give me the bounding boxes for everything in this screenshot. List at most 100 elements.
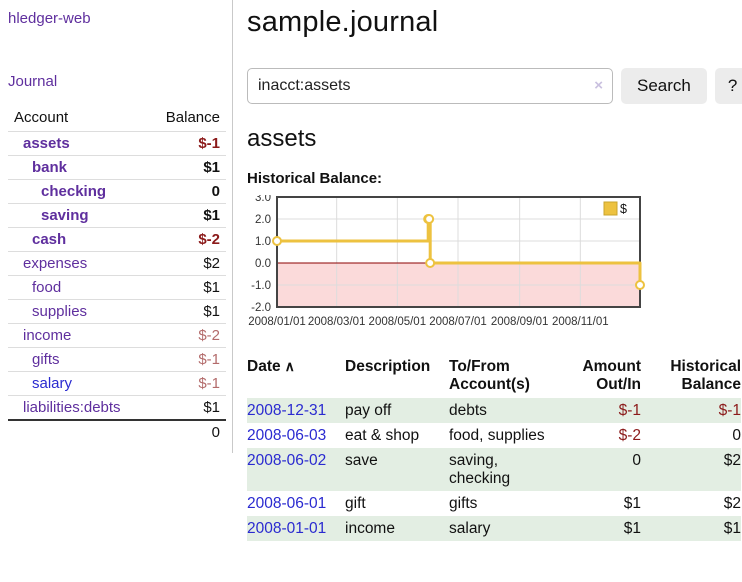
- register-description: income: [345, 520, 395, 537]
- register-balance: $-1: [718, 402, 741, 419]
- account-row: food $1: [8, 275, 226, 299]
- register-header-amount: Amount Out/In: [582, 358, 641, 393]
- account-balance: $1: [203, 399, 220, 416]
- svg-text:2.0: 2.0: [255, 214, 271, 226]
- legend-swatch: [603, 201, 618, 216]
- svg-text:0.0: 0.0: [255, 258, 271, 270]
- data-point-marker: [424, 214, 435, 224]
- account-link[interactable]: cash: [32, 231, 67, 248]
- account-balance: $-1: [198, 351, 220, 368]
- app-window: hledger-web Journal Account Balance asse…: [0, 0, 742, 541]
- clear-search-icon[interactable]: ×: [594, 77, 603, 94]
- account-link[interactable]: supplies: [32, 303, 88, 320]
- register-date-cell: 2008-06-03: [247, 423, 345, 448]
- register-balance: $2: [723, 452, 741, 469]
- register-amount: $1: [623, 520, 641, 537]
- account-balance: $1: [203, 303, 220, 320]
- account-row: cash $-2: [8, 227, 226, 251]
- search-input-wrap: ×: [247, 68, 613, 104]
- register-balance: $2: [723, 495, 741, 512]
- svg-text:-1.0: -1.0: [251, 280, 271, 292]
- help-button[interactable]: ?: [714, 68, 742, 104]
- svg-text:2008/09/01: 2008/09/01: [491, 316, 549, 328]
- app-title-link[interactable]: hledger-web: [8, 10, 91, 27]
- account-row: liabilities:debts $1: [8, 395, 226, 419]
- account-row: income $-2: [8, 323, 226, 347]
- account-row: supplies $1: [8, 299, 226, 323]
- legend-label: $: [620, 202, 627, 216]
- accounts-header-account: Account: [14, 109, 69, 126]
- sort-ascending-icon: ∧: [284, 358, 295, 374]
- account-row: expenses $2: [8, 251, 226, 275]
- register-row: 2008-06-02 save saving, checking 0 $2: [247, 448, 741, 491]
- sidebar: hledger-web Journal Account Balance asse…: [0, 0, 233, 453]
- svg-text:2008/07/01: 2008/07/01: [429, 316, 487, 328]
- account-link[interactable]: bank: [32, 159, 68, 176]
- svg-text:2008/03/01: 2008/03/01: [308, 316, 366, 328]
- account-link[interactable]: liabilities:debts: [23, 399, 121, 416]
- account-row: salary $-1: [8, 371, 226, 395]
- register-date-cell: 2008-06-01: [247, 491, 345, 516]
- register-date-link[interactable]: 2008-01-01: [247, 520, 327, 537]
- search-form: × Search ?: [247, 68, 742, 104]
- account-link[interactable]: income: [23, 327, 72, 344]
- account-link[interactable]: saving: [41, 207, 89, 224]
- register-row: 2008-06-03 eat & shop food, supplies $-2 0: [247, 423, 741, 448]
- register-accounts: salary: [449, 520, 491, 537]
- data-point-marker: [425, 258, 436, 268]
- register-date-link[interactable]: 2008-06-02: [247, 452, 327, 469]
- account-balance: $2: [203, 255, 220, 272]
- register-description: save: [345, 452, 378, 469]
- register-header-balance: Historical Balance: [670, 358, 741, 393]
- search-button[interactable]: Search: [621, 68, 707, 104]
- account-link[interactable]: gifts: [32, 351, 60, 368]
- page-title: sample.journal: [247, 6, 439, 38]
- register-date-cell: 2008-01-01: [247, 516, 345, 541]
- register-description: eat & shop: [345, 427, 420, 444]
- account-link[interactable]: expenses: [23, 255, 88, 272]
- register-amount: 0: [632, 452, 641, 469]
- account-balance: $1: [203, 207, 220, 224]
- register-date-link[interactable]: 2008-12-31: [247, 402, 327, 419]
- register-body: 2008-12-31 pay off debts $-1 $-1 2008-06-03 ea…: [247, 398, 741, 541]
- account-link[interactable]: food: [32, 279, 62, 296]
- account-balance: $-1: [198, 135, 220, 152]
- account-link[interactable]: assets: [23, 135, 70, 152]
- register-description: pay off: [345, 402, 392, 419]
- register-amount: $-2: [618, 427, 641, 444]
- balance-chart[interactable]: -2.0 -1.0 0.0 1.0 2.0 3.0 2008/01/01 2008/03/01…: [247, 195, 667, 335]
- svg-text:-2.0: -2.0: [251, 302, 271, 314]
- accounts-table-body: assets $-1 bank $1 checking 0 saving $1 cash $-2 e…: [8, 131, 226, 419]
- account-heading: assets: [247, 125, 317, 152]
- accounts-total: 0: [8, 419, 226, 445]
- chart-label: Historical Balance:: [247, 170, 383, 187]
- register-balance: $1: [723, 520, 741, 537]
- register-header-date[interactable]: Date ∧: [247, 358, 295, 375]
- register-accounts: food, supplies: [449, 427, 545, 444]
- accounts-header-balance: Balance: [165, 109, 220, 126]
- account-link[interactable]: salary: [32, 375, 73, 392]
- account-balance: $-2: [198, 231, 220, 248]
- account-row: checking 0: [8, 179, 226, 203]
- account-row: gifts $-1: [8, 347, 226, 371]
- register-header-accounts: To/From Account(s): [449, 358, 530, 393]
- register-header-description: Description: [345, 358, 431, 375]
- plot-frame: [276, 196, 641, 308]
- account-link[interactable]: checking: [41, 183, 107, 200]
- account-row: saving $1: [8, 203, 226, 227]
- accounts-table: Account Balance assets $-1 bank $1 checking 0…: [8, 105, 226, 445]
- register-amount: $-1: [618, 402, 641, 419]
- account-balance: 0: [211, 183, 220, 200]
- register-date-link[interactable]: 2008-06-01: [247, 495, 327, 512]
- data-point-marker: [635, 280, 645, 290]
- register-row: 2008-12-31 pay off debts $-1 $-1: [247, 398, 741, 423]
- search-input[interactable]: [247, 68, 613, 104]
- register-date-cell: 2008-12-31: [247, 398, 345, 423]
- account-row: assets $-1: [8, 131, 226, 155]
- account-balance: $-1: [198, 375, 220, 392]
- register-accounts: saving, checking: [449, 452, 511, 487]
- sidebar-item-journal[interactable]: Journal: [8, 73, 58, 90]
- register-balance: 0: [732, 427, 741, 444]
- register-date-link[interactable]: 2008-06-03: [247, 427, 327, 444]
- svg-text:2008/05/01: 2008/05/01: [369, 316, 427, 328]
